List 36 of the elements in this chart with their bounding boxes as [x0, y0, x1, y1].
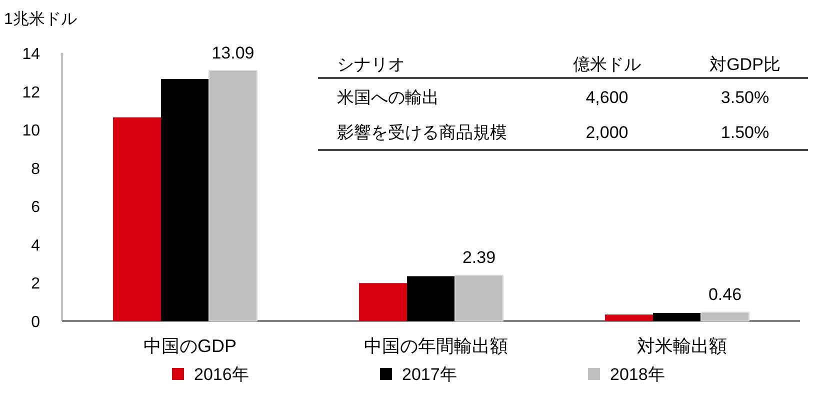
- legend-label: 2016年: [194, 365, 249, 384]
- legend-label: 2017年: [402, 365, 457, 384]
- y-tick-label: 2: [31, 276, 40, 293]
- y-axis-title: 1兆米ドル: [4, 10, 77, 28]
- legend-label: 2018年: [610, 365, 665, 384]
- bar: [653, 312, 701, 321]
- bar: [605, 314, 653, 321]
- x-tick-label: 中国のGDP: [143, 336, 237, 356]
- y-tick-label: 6: [31, 199, 40, 216]
- annotation: 4,600: [586, 88, 628, 107]
- y-tick-label: 0: [31, 314, 40, 331]
- y-tick-label: 8: [31, 160, 40, 178]
- y-tick-label: 4: [31, 237, 40, 254]
- annotation: 3.50%: [720, 88, 770, 107]
- data-label: 2.39: [462, 248, 496, 268]
- bar: [113, 117, 161, 321]
- bar: [359, 283, 407, 321]
- bar: [161, 79, 209, 321]
- x-tick-label: 中国の年間輸出額: [364, 336, 508, 356]
- annotation: シナリオ: [337, 55, 405, 74]
- bar: [700, 312, 750, 322]
- annotation: 影響を受ける商品規模: [337, 123, 507, 142]
- x-tick-label: 対米輸出額: [637, 336, 727, 356]
- annotation: 1.50%: [720, 123, 770, 142]
- data-label: 0.46: [708, 285, 742, 304]
- annotation: 2,000: [586, 123, 628, 142]
- bar: [454, 274, 504, 322]
- y-tick-label: 10: [22, 122, 40, 140]
- bar: [208, 70, 258, 322]
- y-tick-label: 12: [22, 84, 40, 102]
- annotation: 対GDP比: [710, 55, 780, 74]
- y-tick-label: 14: [22, 46, 40, 63]
- bar: [407, 276, 455, 321]
- annotation: 億米ドル: [573, 55, 641, 74]
- data-label: 13.09: [212, 43, 254, 62]
- annotation: 米国への輸出: [337, 88, 439, 107]
